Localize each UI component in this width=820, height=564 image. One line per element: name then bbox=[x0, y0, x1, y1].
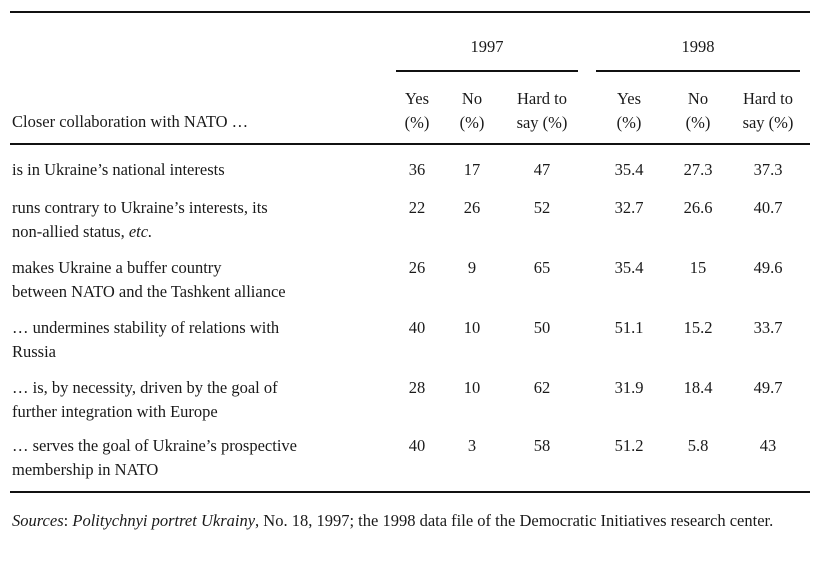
year-1998-header: 1998 bbox=[681, 37, 715, 56]
table-cell: 40 bbox=[408, 318, 426, 337]
header-bottom-rule bbox=[10, 143, 810, 145]
table-cell: 15 bbox=[689, 258, 707, 277]
table-cell: 27.3 bbox=[683, 160, 713, 179]
col-header-1997-hard-to-say: Hard to say (%) bbox=[516, 89, 568, 132]
table-cell: 36 bbox=[408, 160, 426, 179]
table-cell: 50 bbox=[533, 318, 551, 337]
question-label: Closer collaboration with NATO … bbox=[12, 112, 249, 131]
table-cell: 28 bbox=[408, 378, 426, 397]
row-label: … serves the goal of Ukraine’s prospecti… bbox=[12, 436, 297, 479]
table-cell: 5.8 bbox=[687, 436, 709, 455]
sources-note: Sources: Politychnyi portret Ukrainy, No… bbox=[12, 508, 812, 533]
table-cell: 10 bbox=[463, 318, 481, 337]
table-cell: 26 bbox=[408, 258, 426, 277]
sources-rest: , No. 18, 1997; the 1998 data file of th… bbox=[255, 511, 774, 530]
table-cell: 3 bbox=[467, 436, 477, 455]
table-cell: 31.9 bbox=[614, 378, 644, 397]
table-cell: 35.4 bbox=[614, 160, 644, 179]
row-label: runs contrary to Ukraine’s interests, it… bbox=[12, 198, 268, 241]
table-cell: 47 bbox=[533, 160, 551, 179]
table-cell: 43 bbox=[759, 436, 777, 455]
row-label: … undermines stability of relations with… bbox=[12, 318, 280, 361]
table-cell: 49.7 bbox=[753, 378, 783, 397]
bottom-rule bbox=[10, 491, 810, 493]
col-header-1998-hard-to-say: Hard to say (%) bbox=[742, 89, 794, 132]
year-1997-underline bbox=[396, 70, 578, 72]
table-cell: 52 bbox=[533, 198, 551, 217]
table-cell: 37.3 bbox=[753, 160, 783, 179]
sources-publication: Politychnyi portret Ukrainy bbox=[72, 511, 256, 530]
table-cell: 18.4 bbox=[683, 378, 713, 397]
table-cell: 26 bbox=[463, 198, 481, 217]
table-cell: 17 bbox=[463, 160, 481, 179]
table-cell: 22 bbox=[408, 198, 426, 217]
table-cell: 58 bbox=[533, 436, 551, 455]
row-label: … is, by necessity, driven by the goal o… bbox=[12, 378, 278, 421]
col-header-1998-yes: Yes (%) bbox=[616, 89, 642, 132]
table-cell: 49.6 bbox=[753, 258, 783, 277]
col-header-1997-no: No (%) bbox=[459, 89, 485, 132]
sources-separator: : bbox=[63, 511, 73, 530]
col-header-1998-no: No (%) bbox=[685, 89, 711, 132]
table-cell: 62 bbox=[533, 378, 551, 397]
table-cell: 40 bbox=[408, 436, 426, 455]
table-cell: 33.7 bbox=[753, 318, 783, 337]
table-cell: 51.2 bbox=[614, 436, 644, 455]
table-cell: 35.4 bbox=[614, 258, 644, 277]
year-1997-header: 1997 bbox=[470, 37, 504, 56]
table-cell: 26.6 bbox=[683, 198, 713, 217]
table-cell: 32.7 bbox=[614, 198, 644, 217]
col-header-1997-yes: Yes (%) bbox=[404, 89, 430, 132]
table-cell: 9 bbox=[467, 258, 477, 277]
top-rule bbox=[10, 11, 810, 13]
table-cell: 51.1 bbox=[614, 318, 644, 337]
sources-label: Sources bbox=[12, 511, 64, 530]
row-label: is in Ukraine’s national interests bbox=[12, 160, 225, 179]
table-cell: 15.2 bbox=[683, 318, 713, 337]
year-1998-underline bbox=[596, 70, 800, 72]
row-label: makes Ukraine a buffer country between NA… bbox=[12, 258, 286, 301]
table-cell: 40.7 bbox=[753, 198, 783, 217]
table-cell: 65 bbox=[533, 258, 551, 277]
table-cell: 10 bbox=[463, 378, 481, 397]
